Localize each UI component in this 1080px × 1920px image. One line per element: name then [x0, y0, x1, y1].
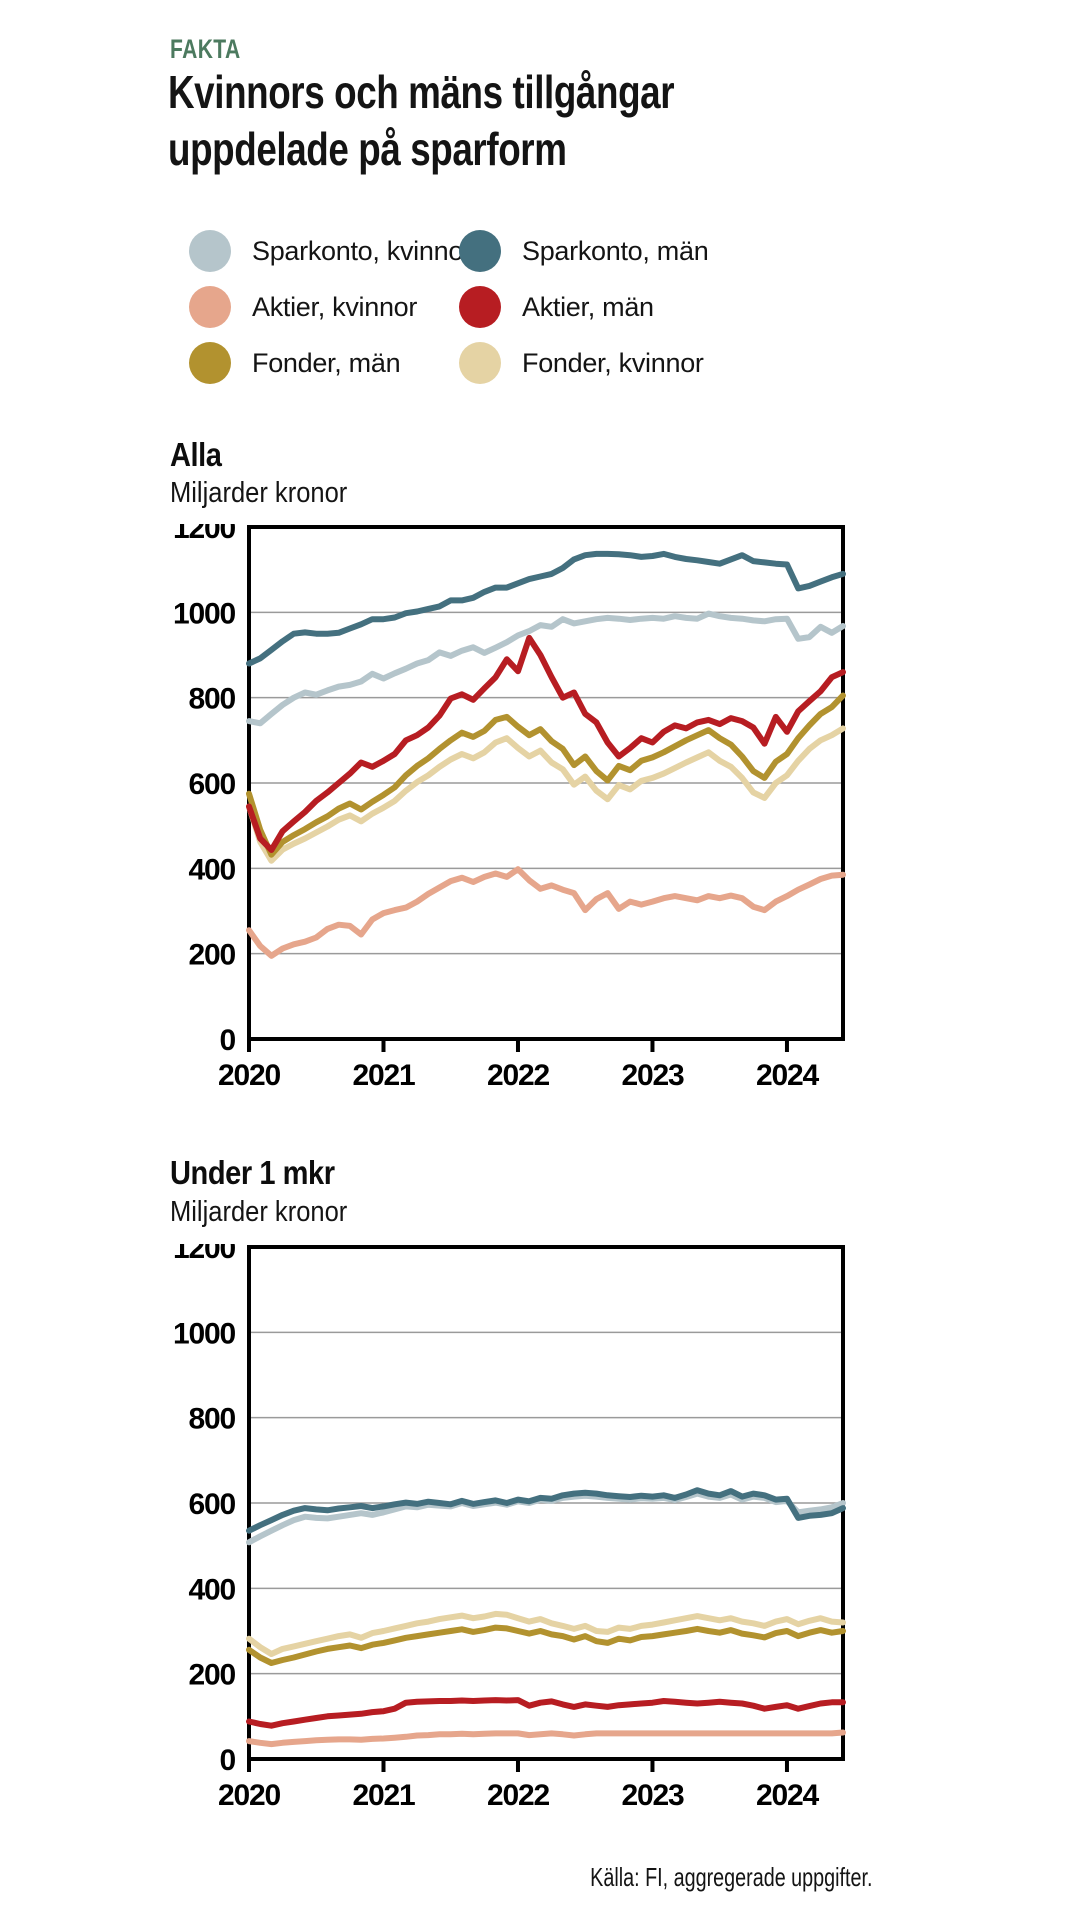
- svg-text:2023: 2023: [621, 1059, 683, 1090]
- svg-text:1000: 1000: [173, 1317, 235, 1350]
- legend-item-aktier-man: Aktier, män: [459, 286, 708, 328]
- svg-text:600: 600: [189, 768, 236, 801]
- svg-text:2020: 2020: [218, 1779, 280, 1810]
- svg-text:2021: 2021: [353, 1059, 415, 1090]
- legend-item-fonder-kvinnor: Fonder, kvinnor: [459, 342, 708, 384]
- chart-under-1mkr-title: Under 1 mkr: [170, 1154, 335, 1191]
- legend-label: Sparkonto, män: [522, 235, 709, 266]
- legend-label: Aktier, män: [522, 291, 654, 322]
- svg-text:2024: 2024: [756, 1059, 819, 1090]
- svg-text:0: 0: [220, 1744, 236, 1777]
- svg-text:2022: 2022: [487, 1059, 549, 1090]
- svg-text:2022: 2022: [487, 1779, 549, 1810]
- page-title: Kvinnors och mäns tillgångar uppdelade p…: [168, 64, 675, 178]
- svg-text:2021: 2021: [353, 1779, 415, 1810]
- chart-under-1mkr-plot: 2020 2021 2022 2023 2024 0 200 400 600 800 1000 120…: [173, 1244, 846, 1810]
- legend-label: Aktier, kvinnor: [252, 291, 418, 322]
- chart-alla-unit-label: Miljarder kronor: [170, 477, 348, 509]
- legend: Sparkonto, kvinnor Sparkonto, män Aktier…: [189, 230, 709, 384]
- svg-text:800: 800: [189, 1403, 236, 1436]
- chart-alla-title: Alla: [170, 436, 222, 473]
- svg-text:2020: 2020: [218, 1059, 280, 1090]
- svg-text:1200: 1200: [173, 524, 235, 545]
- svg-text:200: 200: [189, 1659, 236, 1692]
- page-title-line1: Kvinnors och mäns tillgångar: [168, 66, 675, 118]
- svg-text:2024: 2024: [756, 1779, 819, 1810]
- svg-text:800: 800: [189, 683, 236, 716]
- svg-text:1200: 1200: [173, 1244, 235, 1265]
- legend-item-aktier-kvinnor: Aktier, kvinnor: [189, 286, 459, 328]
- chart-alla-plot: 2020 2021 2022 2023 2024 0 200 400 600 800 1000 120…: [173, 524, 846, 1090]
- legend-item-sparkonto-kvinnor: Sparkonto, kvinnor: [189, 230, 472, 272]
- svg-text:400: 400: [189, 1573, 236, 1606]
- source-note: Källa: FI, aggregerade uppgifter.: [589, 1862, 872, 1892]
- legend-swatch-sparkonto-man-icon: [459, 230, 501, 272]
- kicker-label: FAKTA: [170, 34, 241, 64]
- legend-label: Fonder, kvinnor: [522, 347, 704, 378]
- legend-label: Fonder, män: [252, 347, 401, 378]
- chart-under-1mkr-unit-label: Miljarder kronor: [170, 1196, 348, 1228]
- page-title-line2: uppdelade på sparform: [168, 123, 567, 175]
- svg-text:1000: 1000: [173, 597, 235, 630]
- legend-swatch-fonder-kvinnor-icon: [459, 342, 501, 384]
- legend-label: Sparkonto, kvinnor: [252, 235, 472, 266]
- svg-text:600: 600: [189, 1488, 236, 1521]
- svg-text:400: 400: [189, 853, 236, 886]
- legend-swatch-aktier-man-icon: [459, 286, 501, 328]
- legend-swatch-fonder-man-icon: [189, 342, 231, 384]
- legend-swatch-sparkonto-kvinnor-icon: [189, 230, 231, 272]
- svg-text:2023: 2023: [621, 1779, 683, 1810]
- svg-text:0: 0: [220, 1024, 236, 1057]
- legend-swatch-aktier-kvinnor-icon: [189, 286, 231, 328]
- legend-item-fonder-man: Fonder, män: [189, 342, 459, 384]
- legend-item-sparkonto-man: Sparkonto, män: [459, 230, 709, 272]
- svg-text:200: 200: [189, 939, 236, 972]
